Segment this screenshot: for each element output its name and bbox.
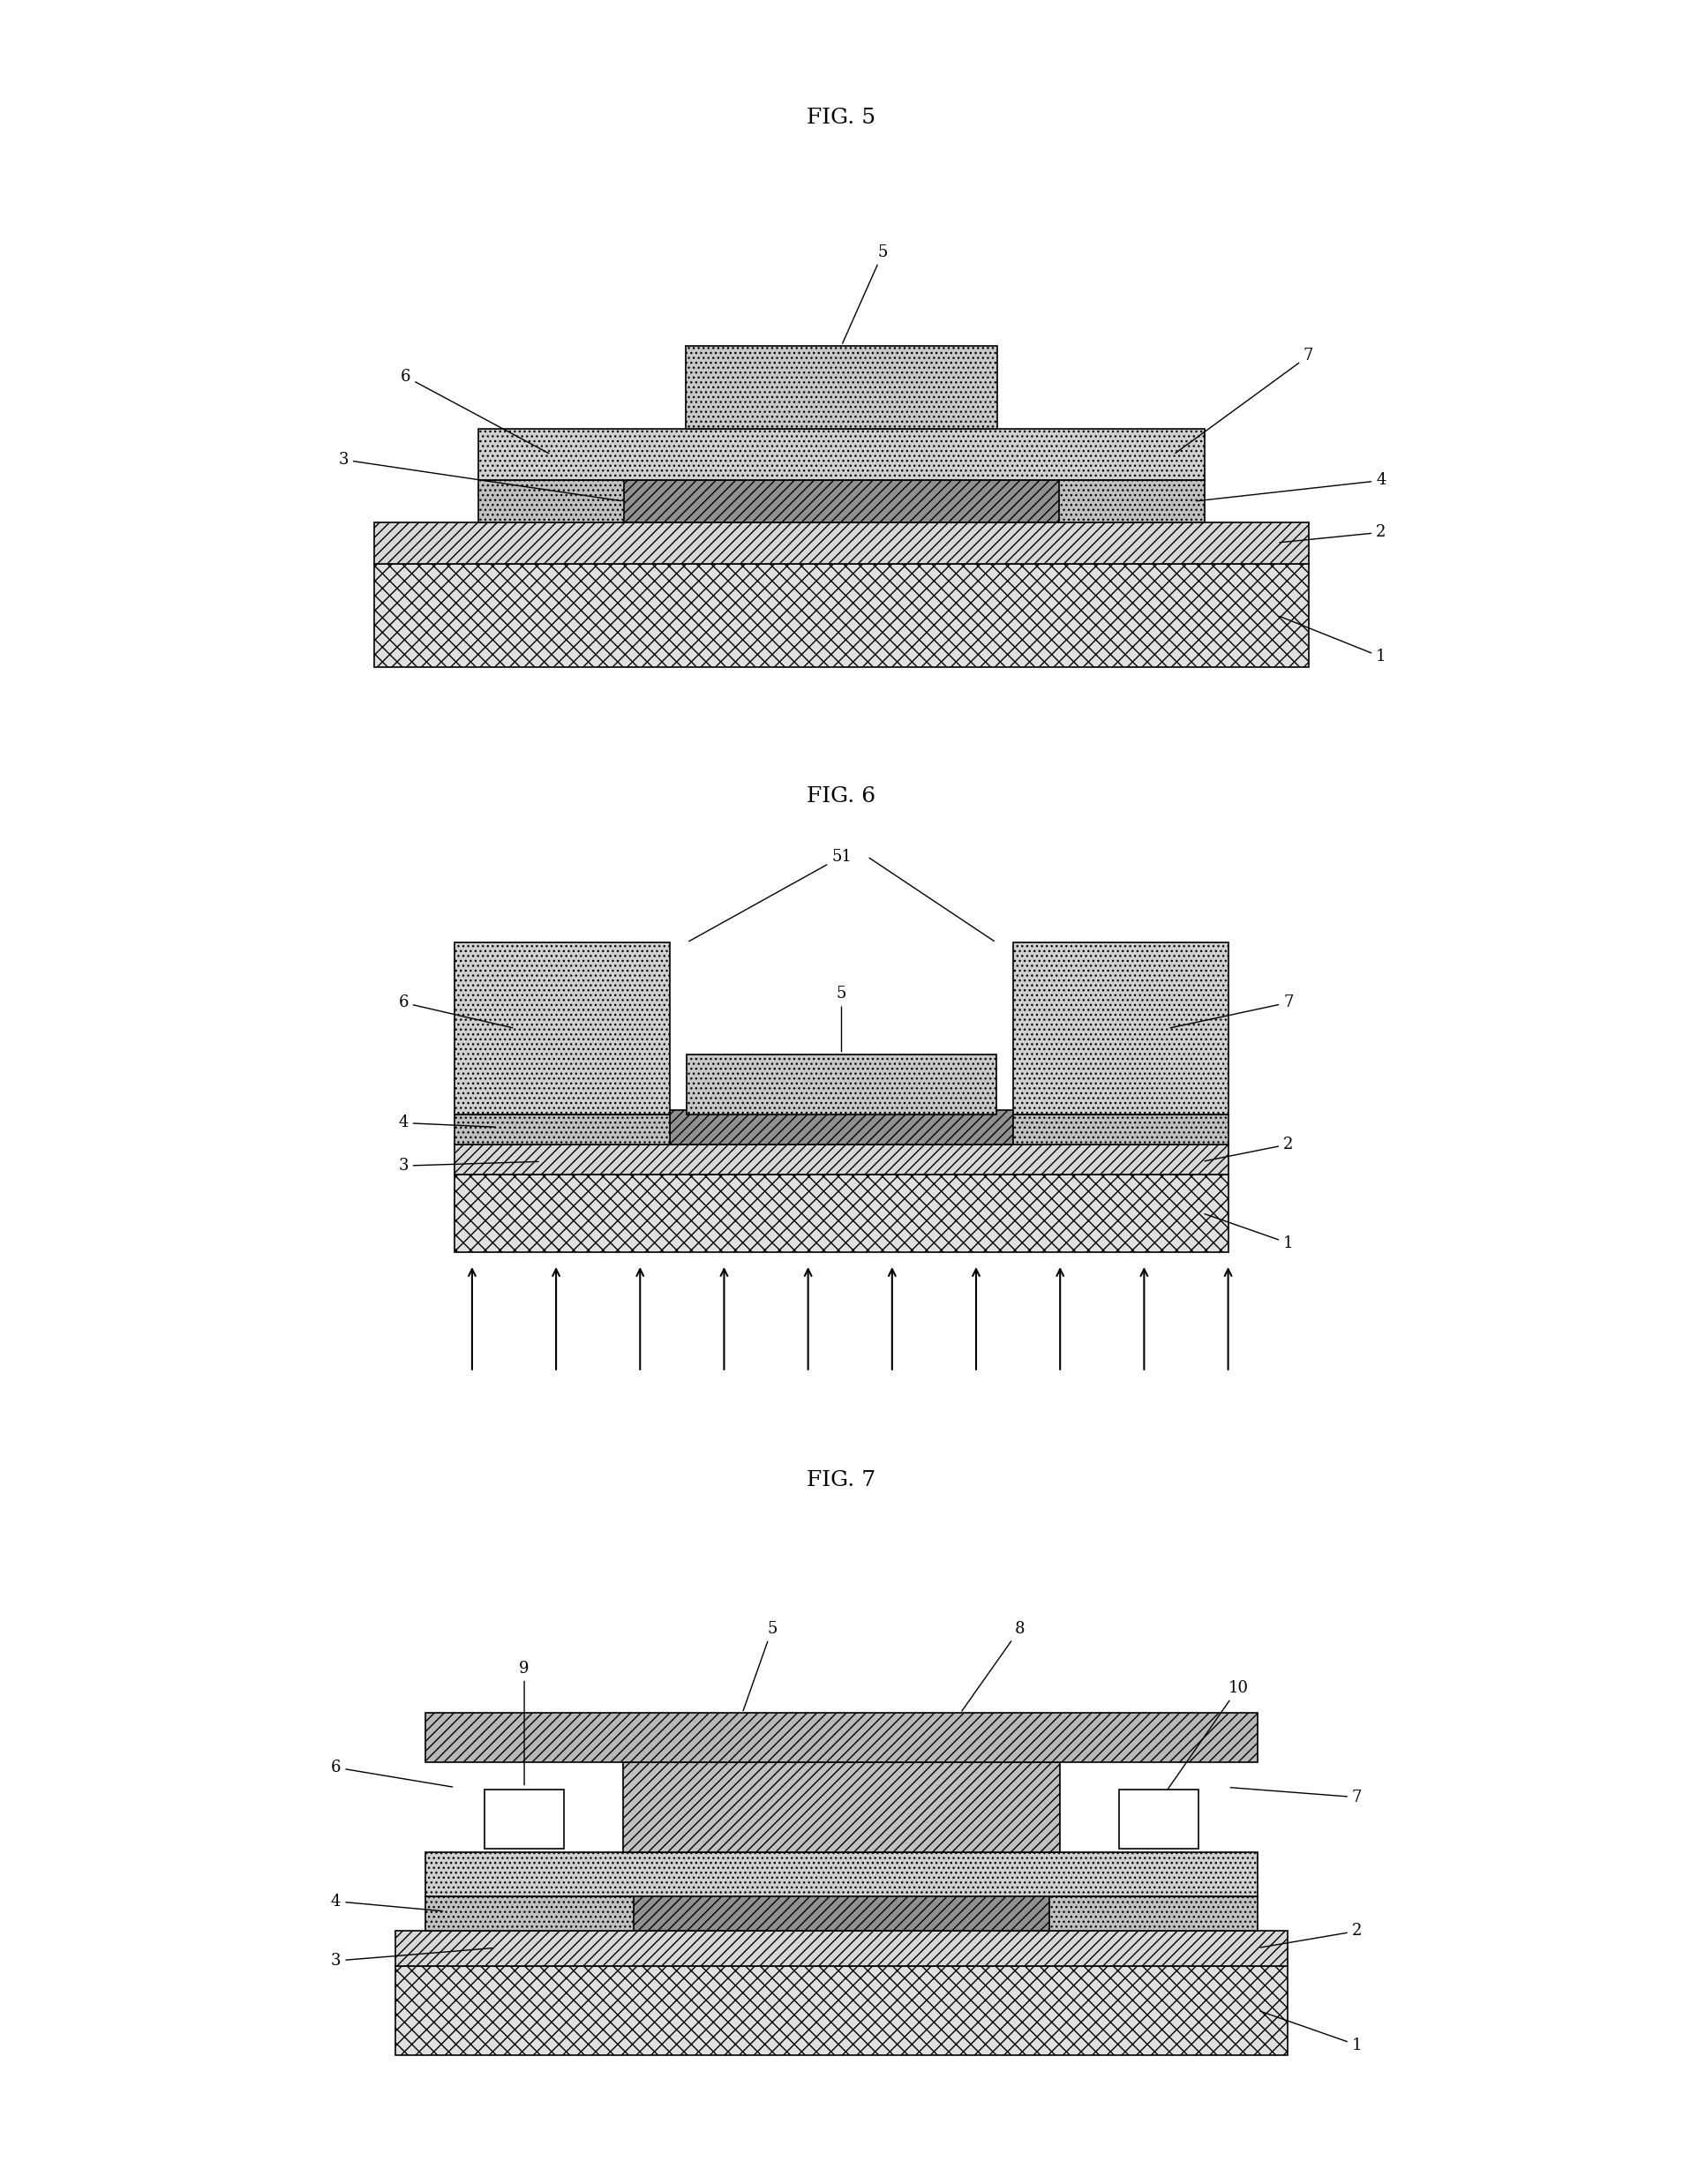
Text: 3: 3 (332, 1948, 491, 1968)
Text: 4: 4 (399, 1114, 495, 1131)
Text: 5: 5 (744, 1621, 778, 1710)
Bar (1119, 1789, 1198, 1850)
Text: 5: 5 (836, 985, 847, 1053)
Bar (426, 1852, 1257, 1896)
Text: 2: 2 (1261, 1924, 1362, 1948)
Text: 6: 6 (332, 1760, 453, 1787)
Text: 51: 51 (688, 850, 852, 941)
Text: 3: 3 (399, 1158, 539, 1173)
Bar (687, 345, 996, 428)
Bar (478, 480, 624, 522)
Text: 8: 8 (963, 1621, 1025, 1710)
Bar (478, 428, 1205, 480)
Bar (1050, 1896, 1257, 1931)
Bar (687, 1055, 996, 1114)
Bar (375, 563, 1308, 666)
Text: 7: 7 (1230, 1787, 1362, 1806)
Text: 6: 6 (399, 994, 513, 1029)
Bar (454, 1175, 1229, 1251)
Text: FIG. 5: FIG. 5 (808, 107, 875, 127)
Text: 2: 2 (1279, 524, 1387, 542)
Bar (396, 1966, 1287, 2055)
Bar (623, 1891, 1060, 1931)
Bar (485, 1789, 564, 1850)
Text: 5: 5 (843, 245, 889, 343)
Text: 4: 4 (1197, 472, 1387, 500)
Text: 6: 6 (401, 369, 549, 454)
Text: 7: 7 (1175, 347, 1313, 452)
Bar (454, 943, 670, 1114)
Text: 1: 1 (1205, 1214, 1293, 1251)
Bar (1059, 480, 1205, 522)
Text: 9: 9 (518, 1660, 530, 1784)
Bar (426, 1712, 1257, 1762)
Text: 2: 2 (1205, 1136, 1293, 1162)
Bar (623, 1762, 1060, 1852)
Bar (1013, 943, 1229, 1114)
Bar (454, 1114, 670, 1144)
Bar (670, 1109, 1013, 1144)
Text: 3: 3 (338, 452, 621, 500)
Bar (613, 480, 1070, 522)
Text: 1: 1 (1279, 616, 1387, 664)
Text: 4: 4 (332, 1894, 443, 1911)
Bar (375, 522, 1308, 563)
Text: 7: 7 (1170, 994, 1293, 1029)
Text: 10: 10 (1160, 1679, 1249, 1800)
Bar (1013, 1114, 1229, 1144)
Bar (426, 1896, 633, 1931)
Text: FIG. 6: FIG. 6 (808, 786, 875, 806)
Bar (396, 1931, 1287, 1966)
Bar (454, 1144, 1229, 1175)
Text: FIG. 7: FIG. 7 (808, 1470, 875, 1489)
Text: 1: 1 (1261, 2011, 1362, 2053)
